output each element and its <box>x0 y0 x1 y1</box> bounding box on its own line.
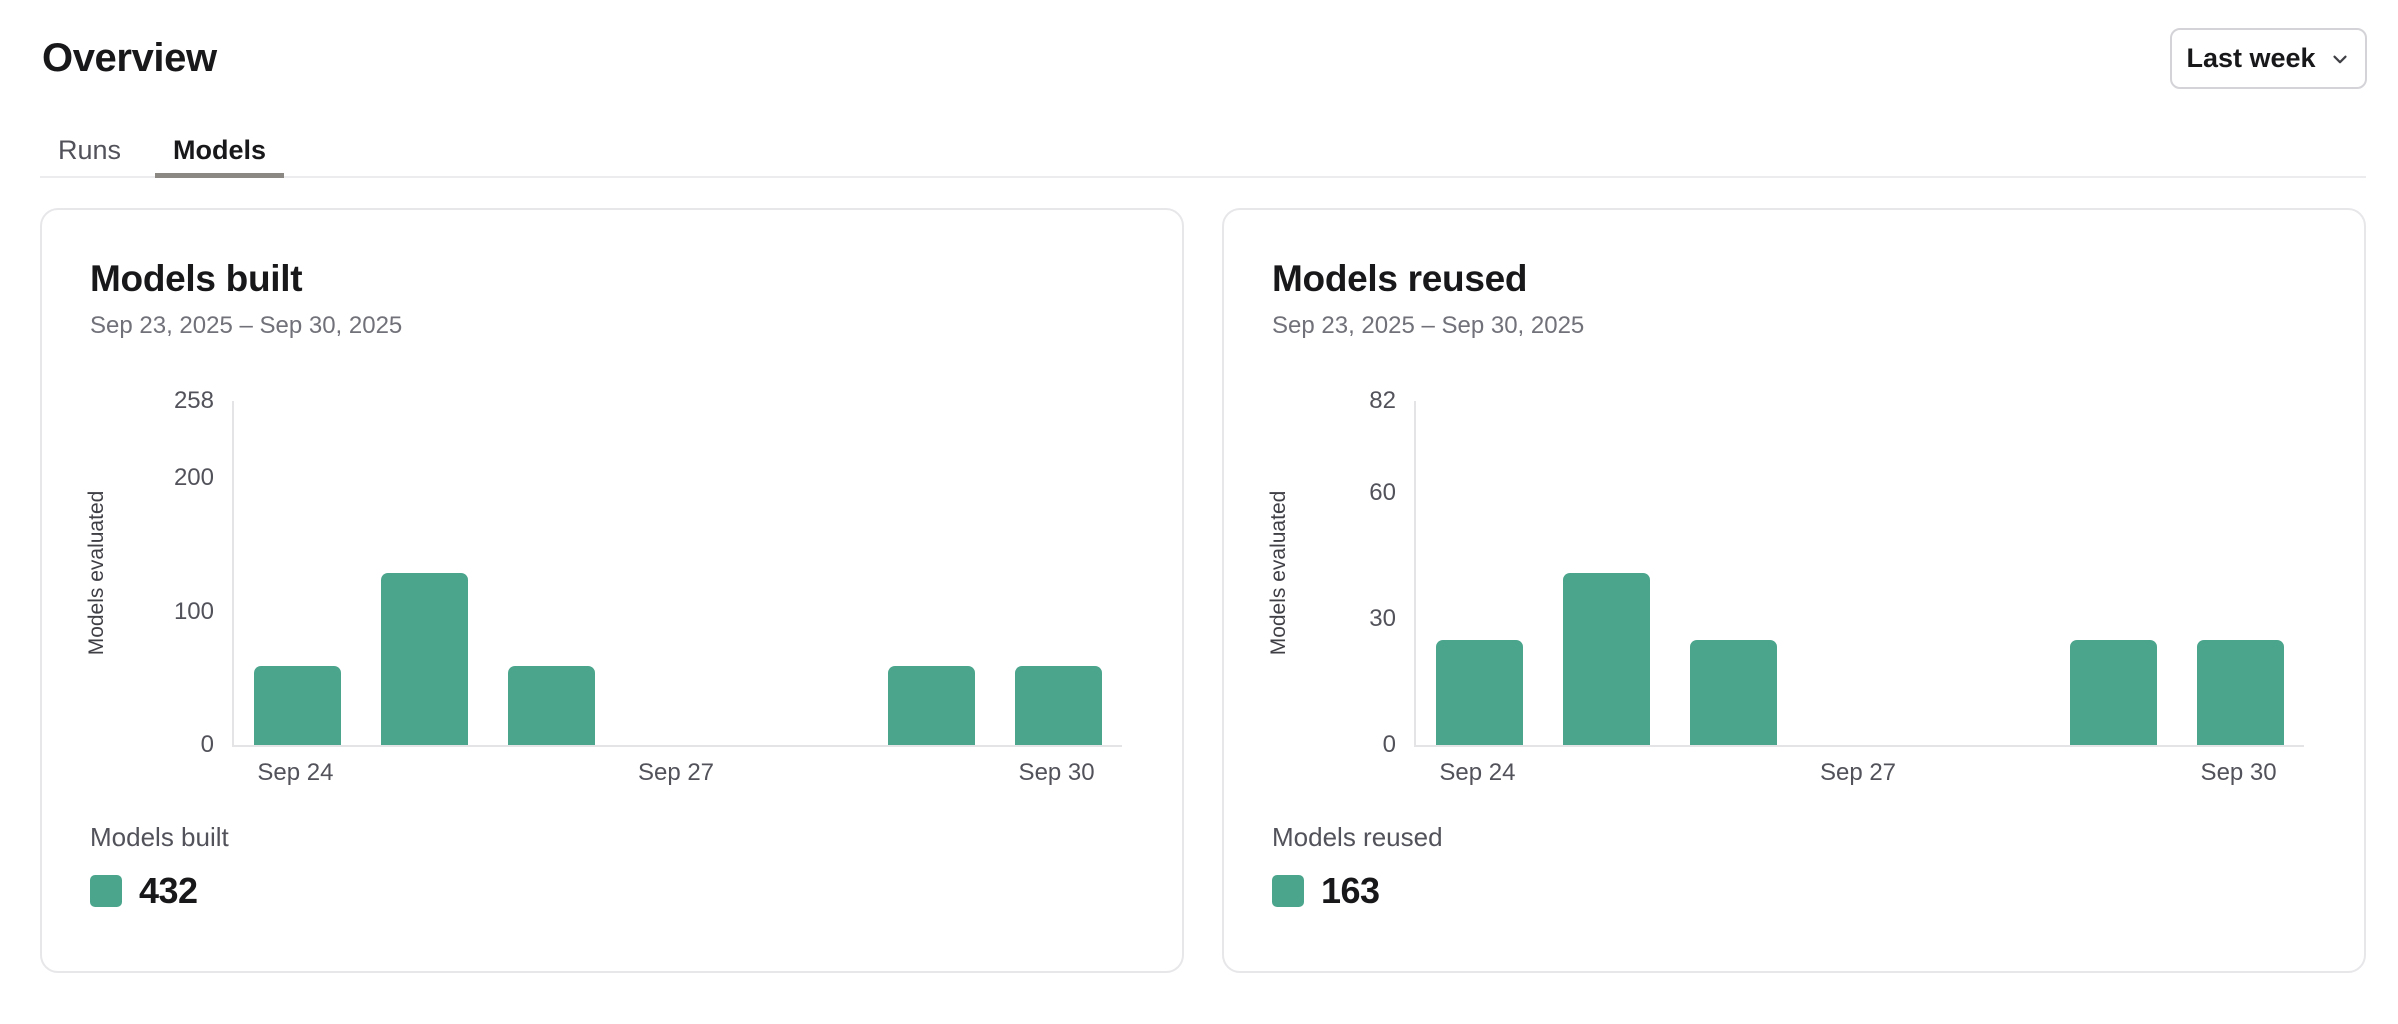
y-tick-label: 100 <box>173 597 214 625</box>
legend-total-value: 163 <box>1321 870 1380 911</box>
bar-sep-29[interactable] <box>2070 640 2158 745</box>
y-tick-label: 200 <box>173 464 214 492</box>
bar-sep-26[interactable] <box>1689 640 1777 745</box>
tab-runs[interactable]: Runs <box>58 135 122 165</box>
x-tick-label: Sep 24 <box>1439 759 1516 786</box>
legend-swatch <box>1272 875 1304 907</box>
x-tick-label: Sep 30 <box>1018 759 1095 786</box>
bar-sep-29[interactable] <box>888 666 976 745</box>
page-title: Overview <box>42 36 217 80</box>
legend-label: Models built <box>90 822 229 852</box>
card-models-built: Models built Sep 23, 2025 – Sep 30, 2025… <box>40 208 1184 973</box>
bar-sep-30[interactable] <box>2197 640 2285 745</box>
card-date-range: Sep 23, 2025 – Sep 30, 2025 <box>1272 312 1585 339</box>
bar-sep-24[interactable] <box>253 666 341 745</box>
tab-bar: Runs Models <box>40 128 2366 178</box>
legend-row: 163 <box>1272 870 1380 912</box>
bar-sep-25[interactable] <box>1562 573 1650 745</box>
y-tick-label: 0 <box>1382 731 1396 758</box>
legend-total-value: 432 <box>139 870 198 911</box>
period-dropdown[interactable]: Last week <box>2170 28 2367 89</box>
tab-models[interactable]: Models <box>155 128 285 178</box>
legend-row: 432 <box>90 870 198 912</box>
plot-area <box>232 401 1122 747</box>
plot-area <box>1414 401 2304 747</box>
card-title: Models reused <box>1272 258 1528 299</box>
card-date-range: Sep 23, 2025 – Sep 30, 2025 <box>90 312 403 339</box>
period-dropdown-label: Last week <box>2186 43 2316 73</box>
x-tick-label: Sep 27 <box>637 759 715 786</box>
legend-label: Models reused <box>1272 822 1443 852</box>
legend-swatch <box>90 875 122 907</box>
y-axis-ticks: 0 30 60 82 <box>1224 387 1396 758</box>
x-axis-ticks: Sep 24 Sep 27 Sep 30 <box>232 759 1120 791</box>
y-tick-label: 60 <box>1369 479 1396 507</box>
card-models-reused: Models reused Sep 23, 2025 – Sep 30, 202… <box>1222 208 2366 973</box>
bar-sep-25[interactable] <box>380 573 468 745</box>
y-axis-ticks: 0 100 200 258 <box>42 387 214 758</box>
bar-sep-26[interactable] <box>507 666 595 745</box>
card-title: Models built <box>90 258 303 299</box>
x-tick-label: Sep 30 <box>2200 759 2277 786</box>
y-tick-label: 258 <box>173 387 214 414</box>
x-axis-ticks: Sep 24 Sep 27 Sep 30 <box>1414 759 2302 791</box>
y-tick-label: 82 <box>1369 387 1396 414</box>
x-tick-label: Sep 24 <box>257 759 334 786</box>
y-tick-label: 30 <box>1369 605 1396 633</box>
bar-sep-30[interactable] <box>1015 666 1103 745</box>
x-tick-label: Sep 27 <box>1819 759 1897 786</box>
y-tick-label: 0 <box>200 731 214 758</box>
chevron-down-icon <box>2332 55 2347 63</box>
bar-sep-24[interactable] <box>1435 640 1523 745</box>
